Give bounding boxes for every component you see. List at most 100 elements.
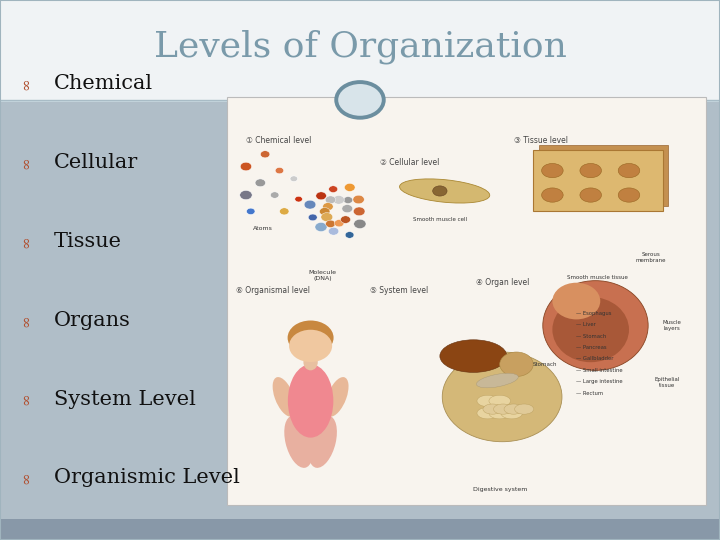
Text: Stomach: Stomach [533, 362, 557, 367]
Bar [0, 100, 720, 519]
Ellipse shape [303, 354, 318, 370]
Circle shape [271, 192, 279, 198]
Circle shape [321, 213, 333, 221]
Circle shape [261, 151, 270, 158]
Circle shape [246, 208, 255, 214]
Text: — Stomach: — Stomach [576, 334, 606, 339]
Text: ④ Organ level: ④ Organ level [476, 278, 529, 287]
Circle shape [336, 82, 384, 118]
Ellipse shape [552, 283, 600, 319]
Circle shape [294, 196, 302, 202]
Text: Cellular: Cellular [54, 153, 138, 172]
Ellipse shape [483, 404, 502, 414]
Ellipse shape [541, 164, 563, 178]
Bar [0, 0, 720, 100]
Circle shape [240, 162, 252, 171]
Circle shape [341, 216, 351, 224]
Text: — Pancreas: — Pancreas [576, 345, 607, 350]
Circle shape [287, 321, 333, 355]
FancyBboxPatch shape [534, 150, 662, 211]
Text: Smooth muscle tissue: Smooth muscle tissue [567, 274, 629, 280]
Bar [227, 97, 706, 505]
Circle shape [329, 186, 338, 192]
Text: — Large intestine: — Large intestine [576, 379, 623, 384]
Text: Levels of Organization: Levels of Organization [153, 30, 567, 64]
Ellipse shape [433, 186, 447, 196]
Text: — Gallbladder: — Gallbladder [576, 356, 614, 361]
Text: ∞: ∞ [19, 393, 34, 406]
Text: Chemical: Chemical [54, 74, 153, 93]
Ellipse shape [500, 352, 534, 376]
Ellipse shape [308, 416, 337, 468]
Ellipse shape [325, 377, 348, 417]
Text: System Level: System Level [54, 389, 196, 409]
Circle shape [279, 208, 289, 215]
Ellipse shape [477, 395, 498, 407]
Text: Organs: Organs [54, 310, 131, 330]
Ellipse shape [501, 408, 523, 419]
Bar [0, 519, 720, 540]
Ellipse shape [618, 164, 640, 178]
Text: Epithelial
tissue: Epithelial tissue [654, 377, 680, 388]
Ellipse shape [440, 340, 507, 373]
Text: — Rectum: — Rectum [576, 391, 603, 396]
Text: ① Chemical level: ① Chemical level [246, 136, 311, 145]
Text: ③ Tissue level: ③ Tissue level [514, 136, 568, 145]
Ellipse shape [489, 395, 510, 407]
Text: ② Cellular level: ② Cellular level [380, 158, 439, 167]
Circle shape [325, 196, 336, 204]
Circle shape [290, 176, 297, 181]
Ellipse shape [273, 377, 296, 417]
Circle shape [255, 179, 266, 187]
Circle shape [320, 207, 330, 215]
Text: — Esophagus: — Esophagus [576, 311, 612, 316]
Text: Atoms: Atoms [253, 226, 273, 231]
Ellipse shape [477, 373, 518, 388]
Ellipse shape [284, 416, 313, 468]
Circle shape [345, 232, 354, 238]
Ellipse shape [580, 188, 601, 202]
Circle shape [240, 191, 252, 200]
Text: Serous
membrane: Serous membrane [635, 252, 666, 263]
Text: ∞: ∞ [19, 471, 34, 484]
Circle shape [325, 220, 336, 227]
Circle shape [342, 205, 353, 213]
Ellipse shape [618, 188, 640, 202]
Text: — Liver: — Liver [576, 322, 596, 327]
Ellipse shape [493, 404, 513, 414]
Ellipse shape [400, 179, 490, 203]
Circle shape [328, 227, 338, 235]
Circle shape [333, 195, 344, 204]
Circle shape [323, 202, 333, 211]
Ellipse shape [504, 404, 523, 414]
Circle shape [353, 195, 364, 204]
Circle shape [354, 219, 366, 228]
Circle shape [289, 330, 332, 362]
Ellipse shape [489, 408, 510, 419]
Text: Tissue: Tissue [54, 232, 122, 251]
Circle shape [344, 184, 355, 191]
Circle shape [308, 214, 318, 221]
Text: Digestive system: Digestive system [472, 487, 527, 491]
Circle shape [316, 192, 326, 200]
Text: Muscle
layers: Muscle layers [662, 320, 682, 331]
Circle shape [354, 207, 365, 215]
FancyBboxPatch shape [539, 145, 668, 206]
Ellipse shape [552, 297, 629, 362]
Ellipse shape [288, 364, 333, 437]
Text: ⑥ Organismal level: ⑥ Organismal level [236, 286, 310, 295]
Ellipse shape [580, 164, 601, 178]
Text: — Small intestine: — Small intestine [576, 368, 623, 373]
Text: ⑤ System level: ⑤ System level [370, 286, 428, 295]
Text: ∞: ∞ [19, 235, 34, 248]
Text: Organismic Level: Organismic Level [54, 468, 240, 488]
Text: ∞: ∞ [19, 156, 34, 169]
Circle shape [275, 167, 284, 174]
Text: Molecule
(DNA): Molecule (DNA) [309, 271, 336, 281]
Ellipse shape [442, 352, 562, 442]
Circle shape [334, 220, 344, 227]
Ellipse shape [541, 188, 563, 202]
Circle shape [315, 222, 327, 232]
Ellipse shape [515, 404, 534, 414]
Circle shape [304, 200, 316, 209]
